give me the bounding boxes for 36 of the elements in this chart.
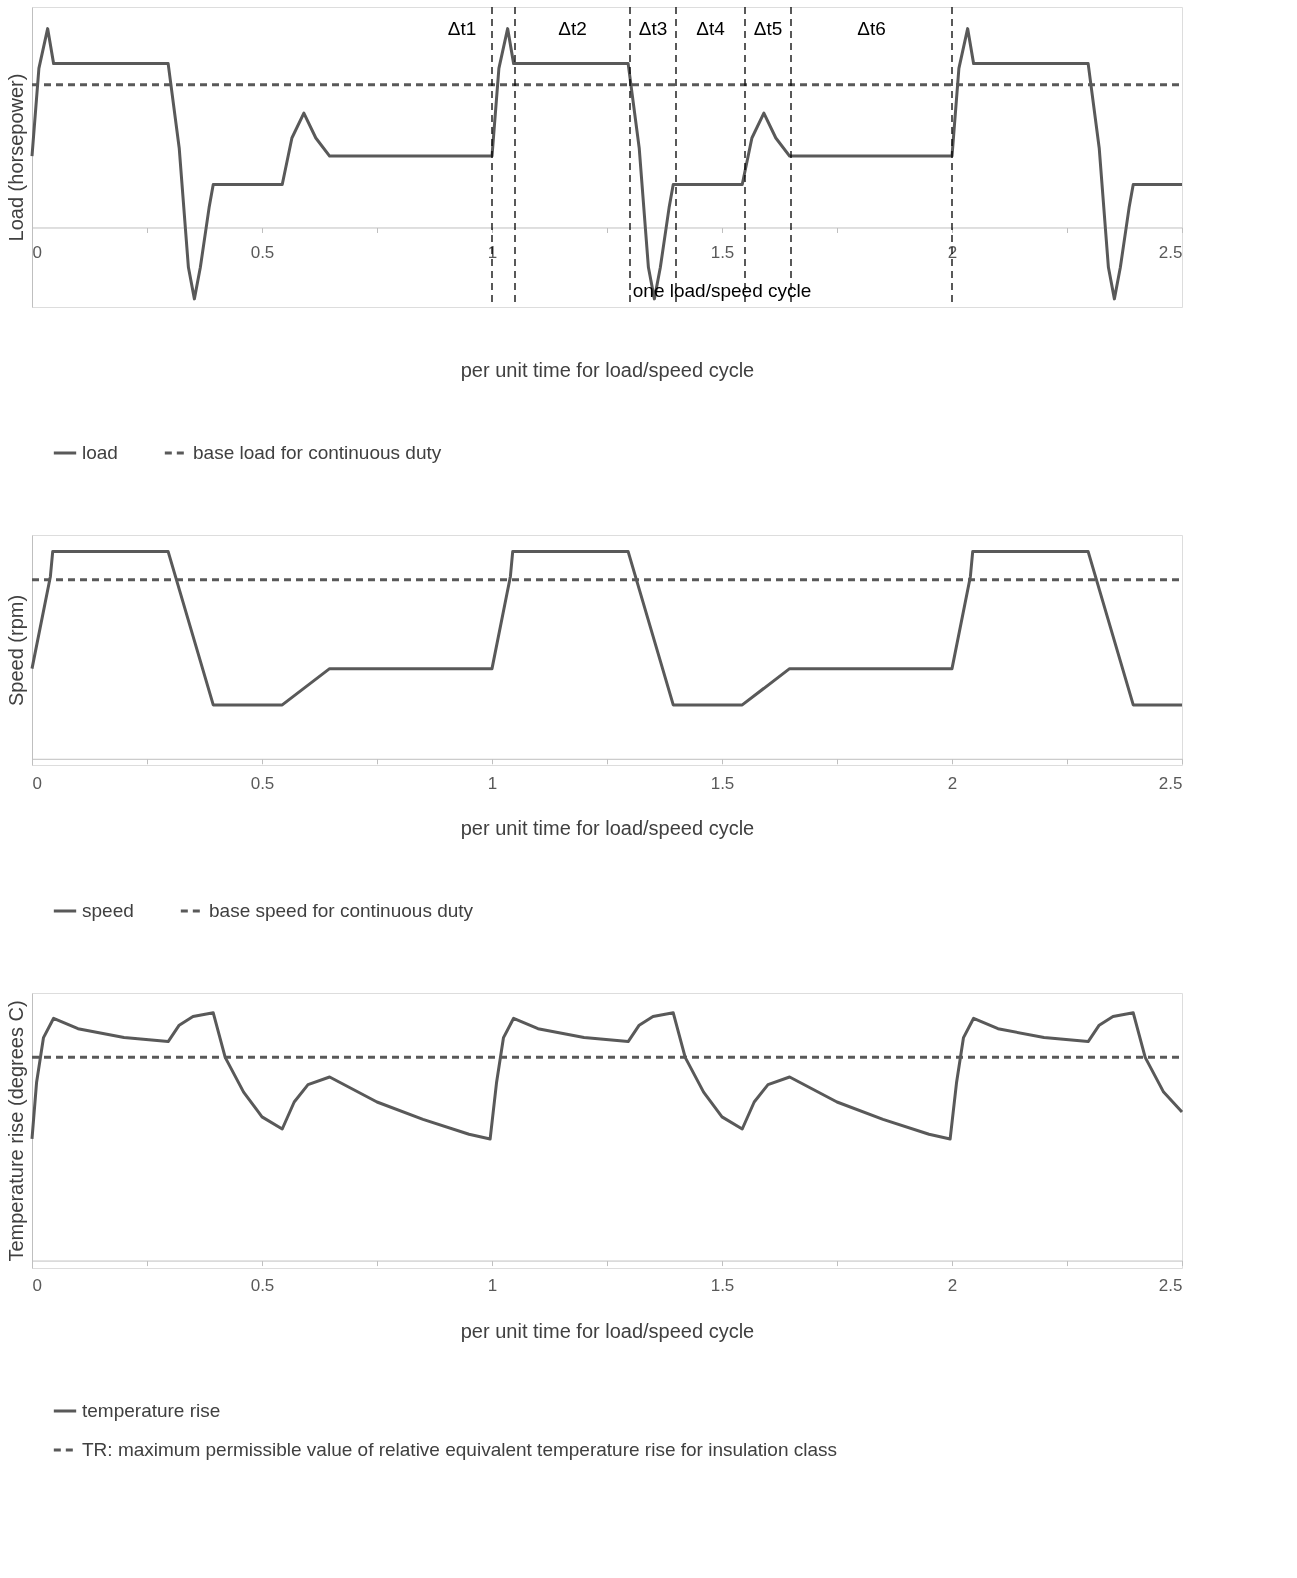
legend-label: TR: maximum permissible value of relative equivalent temperature rise for insulation class [82, 1439, 838, 1460]
x-tick-label: 0.5 [250, 774, 275, 794]
x-tick-label: 2.5 [1158, 774, 1183, 794]
y-axis-title: Load (horsepower) [4, 73, 27, 242]
annotation: Δt6 [857, 18, 886, 39]
x-tick-label: 2 [947, 1276, 958, 1296]
y-axis-title: Temperature rise (degrees C) [4, 1000, 27, 1262]
x-tick-label: 1 [487, 1276, 498, 1296]
x-tick-label: 0.5 [250, 1276, 275, 1296]
x-tick-label: 1 [487, 774, 498, 794]
x-tick-label: 0.5 [250, 243, 275, 262]
legend-label: temperature rise [82, 1400, 221, 1421]
x-tick-label: 1.5 [710, 774, 735, 794]
annotation: Δt2 [558, 18, 587, 39]
annotation: Δt5 [753, 18, 783, 39]
x-tick-label: 1 [487, 243, 498, 262]
x-tick-label: 0 [32, 243, 42, 262]
x-tick-label: 0 [32, 774, 42, 794]
x-tick-label: 0 [32, 1276, 42, 1296]
x-axis-title: per unit time for load/speed cycle [460, 358, 755, 381]
legend-label: base speed for continuous duty [209, 900, 474, 921]
x-tick-label: 2.5 [1158, 1276, 1183, 1296]
legend-label: load [82, 442, 118, 463]
legend-label: speed [82, 900, 134, 921]
annotation: Δt4 [696, 18, 726, 39]
y-axis-title: Speed (rpm) [4, 594, 27, 707]
x-tick-label: 2 [947, 774, 958, 794]
legend-label: base load for continuous duty [193, 442, 442, 463]
x-tick-label: 2 [947, 243, 958, 262]
annotation: Δt1 [447, 18, 477, 39]
x-tick-label: 1.5 [710, 1276, 735, 1296]
annotation: Δt3 [638, 18, 668, 39]
x-tick-label: 2.5 [1158, 243, 1183, 262]
x-axis-title: per unit time for load/speed cycle [460, 816, 755, 839]
x-axis-title: per unit time for load/speed cycle [460, 1319, 755, 1342]
x-tick-label: 1.5 [710, 243, 735, 262]
